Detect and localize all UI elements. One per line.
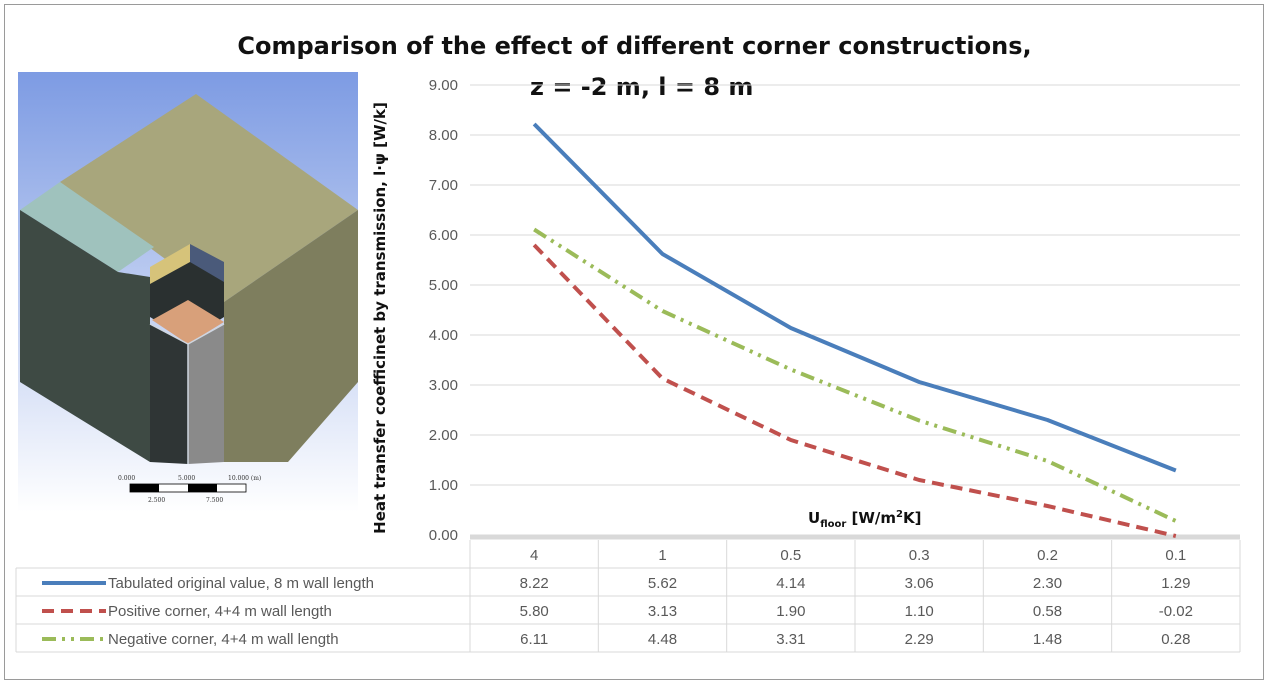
scale-label-2-5: 2.500: [148, 497, 165, 504]
chart-title: Comparison of the effect of different co…: [237, 32, 1032, 60]
data-table-cell: 1.10: [905, 603, 934, 620]
scale-label-10: 10.000 (m): [228, 475, 261, 482]
legend-label: Negative corner, 4+4 m wall length: [108, 631, 339, 648]
data-table-cell: 8.22: [520, 575, 549, 592]
y-tick-label: 2.00: [429, 427, 458, 444]
scale-bar: [129, 483, 247, 493]
y-tick-label: 9.00: [429, 77, 458, 94]
data-table-cell: 5.62: [648, 575, 677, 592]
y-tick-label: 1.00: [429, 477, 458, 494]
data-table-cell: -0.02: [1159, 603, 1193, 620]
data-table-cell: 0.58: [1033, 603, 1062, 620]
y-tick-label: 4.00: [429, 327, 458, 344]
x-axis-label-unit: [W/m: [846, 509, 897, 527]
x-tick-label: 0.2: [1037, 547, 1058, 564]
data-table-cell: 1.29: [1161, 575, 1190, 592]
x-tick-label: 0.5: [780, 547, 801, 564]
data-table-cell: 3.31: [776, 631, 805, 648]
chart-subtitle: z = -2 m, l = 8 m: [530, 73, 754, 101]
series-line: [533, 227, 1177, 523]
legend-label: Tabulated original value, 8 m wall lengt…: [108, 575, 374, 592]
data-table-cell: 0.28: [1161, 631, 1190, 648]
data-table-cell: 1.48: [1033, 631, 1062, 648]
y-tick-label: 0.00: [429, 527, 458, 544]
x-tick-label: 1: [658, 547, 666, 564]
data-table-cell: 4.14: [776, 575, 805, 592]
x-axis-label-sup: 2: [896, 509, 903, 520]
series-line: [532, 243, 1177, 538]
data-table-cell: 2.29: [905, 631, 934, 648]
y-tick-label: 5.00: [429, 277, 458, 294]
data-table-cell: 3.06: [905, 575, 934, 592]
x-tick-label: 0.1: [1165, 547, 1186, 564]
x-axis-label-sub: floor: [820, 519, 847, 530]
x-axis-label-main: U: [808, 509, 821, 527]
x-tick-label: 0.3: [909, 547, 930, 564]
scale-label-5: 5.000: [178, 475, 195, 482]
x-axis-label-unit-end: K]: [902, 509, 922, 527]
y-tick-label: 6.00: [429, 227, 458, 244]
data-table-cell: 1.90: [776, 603, 805, 620]
data-table-cell: 5.80: [520, 603, 549, 620]
y-tick-label: 3.00: [429, 377, 458, 394]
series-line: [532, 122, 1177, 473]
scale-label-7-5: 7.500: [206, 497, 223, 504]
data-table-cell: 2.30: [1033, 575, 1062, 592]
corner-model-image: 0.000 5.000 10.000 (m) 2.500 7.500: [18, 72, 358, 512]
chart-frame: [4, 4, 1264, 680]
x-axis-label: Ufloor [W/m2K]: [808, 509, 921, 530]
corner-model-render: 0.000 5.000 10.000 (m) 2.500 7.500: [18, 72, 358, 512]
y-tick-label: 7.00: [429, 177, 458, 194]
scale-label-0: 0.000: [118, 475, 135, 482]
data-table-cell: 3.13: [648, 603, 677, 620]
data-table-cell: 6.11: [520, 631, 548, 648]
y-tick-label: 8.00: [429, 127, 458, 144]
legend-label: Positive corner, 4+4 m wall length: [108, 603, 332, 620]
data-table-cell: 4.48: [648, 631, 677, 648]
x-tick-label: 4: [530, 547, 538, 564]
